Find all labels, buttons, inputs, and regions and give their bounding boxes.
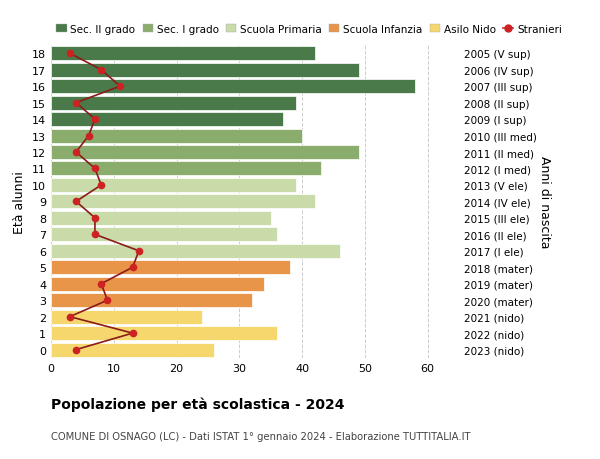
Bar [51, 80, 415, 94]
Bar [51, 228, 277, 242]
Bar [51, 343, 214, 357]
Text: Popolazione per età scolastica - 2024: Popolazione per età scolastica - 2024 [51, 397, 344, 412]
Legend: Sec. II grado, Sec. I grado, Scuola Primaria, Scuola Infanzia, Asilo Nido, Stran: Sec. II grado, Sec. I grado, Scuola Prim… [56, 24, 562, 34]
Text: COMUNE DI OSNAGO (LC) - Dati ISTAT 1° gennaio 2024 - Elaborazione TUTTITALIA.IT: COMUNE DI OSNAGO (LC) - Dati ISTAT 1° ge… [51, 431, 470, 442]
Bar [51, 277, 265, 291]
Bar [51, 326, 277, 341]
Bar [51, 179, 296, 192]
Bar [51, 47, 314, 61]
Bar [51, 294, 252, 308]
Bar [51, 310, 202, 324]
Bar [51, 195, 314, 209]
Y-axis label: Età alunni: Età alunni [13, 171, 26, 233]
Bar [51, 96, 296, 110]
Bar [51, 113, 283, 127]
Bar [51, 212, 271, 225]
Bar [51, 162, 321, 176]
Bar [51, 63, 359, 78]
Bar [51, 261, 290, 274]
Bar [51, 146, 359, 160]
Bar [51, 244, 340, 258]
Bar [51, 129, 302, 143]
Y-axis label: Anni di nascita: Anni di nascita [538, 156, 551, 248]
